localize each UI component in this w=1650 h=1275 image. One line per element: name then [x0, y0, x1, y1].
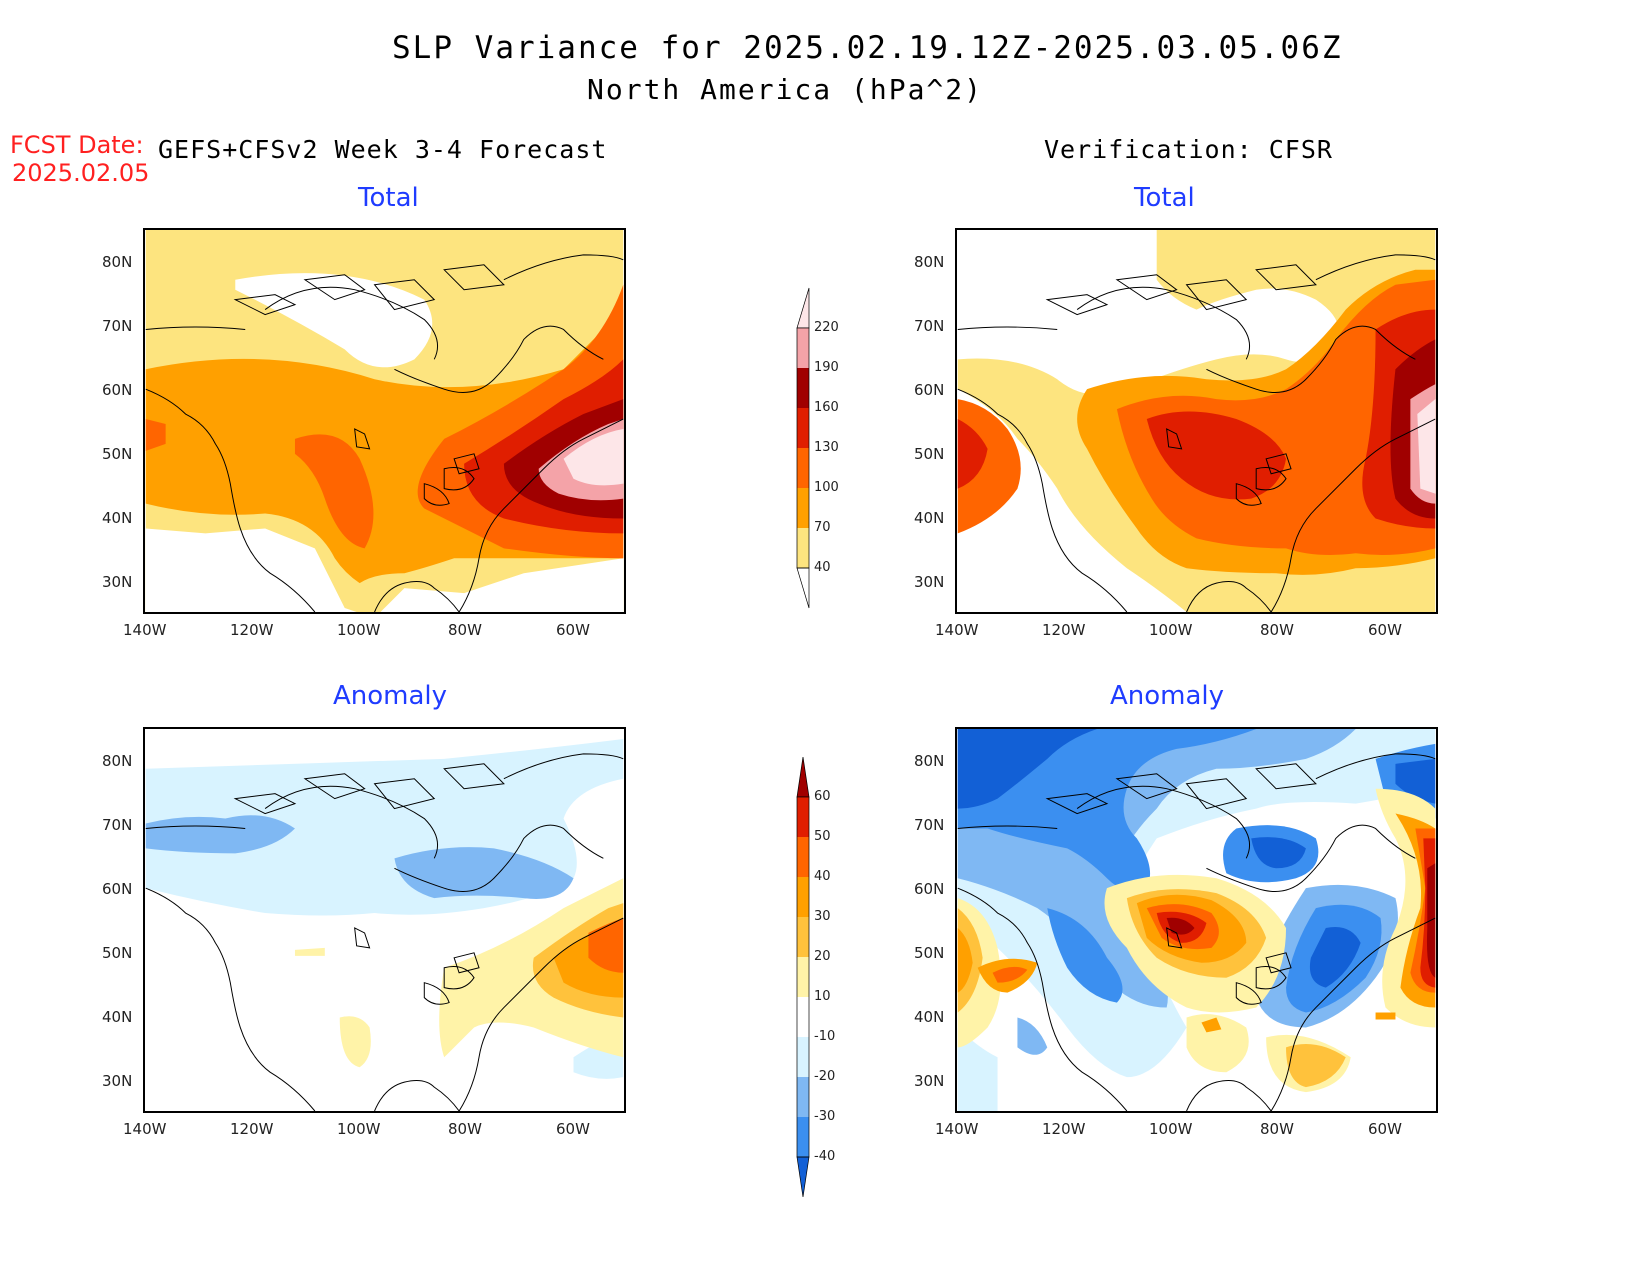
chart-title: SLP Variance for 2025.02.19.12Z-2025.03.… [392, 30, 1343, 66]
lon-tick: 120W [1042, 1120, 1086, 1138]
lat-tick: 60N [102, 381, 133, 399]
lon-tick: 100W [1149, 1120, 1193, 1138]
lon-tick: 60W [556, 1120, 590, 1138]
colorbar-anomaly-swatch [797, 797, 809, 837]
colorbar-anomaly-swatch [797, 1117, 809, 1157]
lat-tick: 70N [102, 816, 133, 834]
lon-tick: 100W [1149, 621, 1193, 639]
colorbar-label: 20 [814, 949, 831, 964]
right-column-heading: Verification: CFSR [1044, 135, 1333, 164]
lat-tick: 30N [102, 1072, 133, 1090]
colorbar-label: 220 [814, 320, 839, 335]
colorbar-anomaly-top-cap [796, 757, 810, 798]
colorbar-total-swatch [797, 448, 809, 488]
map-forecast-total [143, 228, 626, 614]
lon-tick: 60W [556, 621, 590, 639]
lat-tick: 60N [914, 381, 945, 399]
lon-tick: 100W [337, 621, 381, 639]
colorbar-total-swatch [797, 328, 809, 368]
lat-tick: 40N [914, 509, 945, 527]
colorbar-anomaly-swatch [797, 957, 809, 997]
colorbar-label: -10 [814, 1029, 836, 1044]
colorbar-label: 40 [814, 869, 831, 884]
lon-tick: 80W [448, 1120, 482, 1138]
panel-title-verif-anomaly: Anomaly [1110, 681, 1225, 711]
lon-tick: 80W [448, 621, 482, 639]
lat-tick: 80N [102, 752, 133, 770]
lat-tick: 50N [102, 944, 133, 962]
colorbar-anomaly-bottom-cap [796, 1156, 810, 1198]
fcst-date-value: 2025.02.05 [12, 159, 150, 187]
lon-tick: 140W [123, 1120, 167, 1138]
lat-tick: 80N [914, 752, 945, 770]
lon-tick: 120W [230, 621, 274, 639]
lon-tick: 120W [1042, 621, 1086, 639]
colorbar-label: 50 [814, 829, 831, 844]
lat-tick: 30N [914, 1072, 945, 1090]
map-verification-total [955, 228, 1438, 614]
lon-tick: 140W [935, 1120, 979, 1138]
lat-tick: 50N [914, 445, 945, 463]
lat-tick: 60N [102, 880, 133, 898]
panel-title-verif-total: Total [1134, 183, 1195, 213]
lat-tick: 70N [914, 317, 945, 335]
colorbar-anomaly-swatch [797, 917, 809, 957]
map-forecast-anomaly [143, 727, 626, 1113]
colorbar-total-swatch [797, 488, 809, 528]
lat-tick: 80N [914, 253, 945, 271]
colorbar-total-swatch [797, 368, 809, 408]
lat-tick: 40N [914, 1008, 945, 1026]
colorbar-label: 60 [814, 789, 831, 804]
colorbar-anomaly-swatch [797, 997, 809, 1037]
colorbar-label: 70 [814, 520, 831, 535]
colorbar-total-top-cap [796, 287, 810, 329]
lon-tick: 140W [935, 621, 979, 639]
colorbar-label: 130 [814, 440, 839, 455]
lon-tick: 80W [1260, 1120, 1294, 1138]
colorbar-label: 190 [814, 360, 839, 375]
colorbar-total-bottom-cap [796, 567, 810, 609]
lat-tick: 40N [102, 509, 133, 527]
fcst-date-label: FCST Date: [10, 131, 144, 159]
colorbar-anomaly-swatch [797, 877, 809, 917]
colorbar-anomaly [796, 757, 810, 1198]
panel-title-fcst-anomaly: Anomaly [333, 681, 448, 711]
colorbar-label: 40 [814, 560, 831, 575]
lat-tick: 40N [102, 1008, 133, 1026]
lon-tick: 60W [1368, 621, 1402, 639]
colorbar-label: -30 [814, 1109, 836, 1124]
colorbar-label: -40 [814, 1149, 836, 1164]
colorbar-total-swatch [797, 408, 809, 448]
colorbar-label: 30 [814, 909, 831, 924]
map-verification-anomaly [955, 727, 1438, 1113]
lat-tick: 70N [102, 317, 133, 335]
colorbar-anomaly-swatch [797, 1037, 809, 1077]
lon-tick: 60W [1368, 1120, 1402, 1138]
lat-tick: 30N [102, 573, 133, 591]
lon-tick: 120W [230, 1120, 274, 1138]
lat-tick: 50N [914, 944, 945, 962]
left-column-heading: GEFS+CFSv2 Week 3-4 Forecast [158, 135, 608, 164]
colorbar-total [796, 287, 810, 609]
lat-tick: 60N [914, 880, 945, 898]
lat-tick: 80N [102, 253, 133, 271]
lon-tick: 100W [337, 1120, 381, 1138]
colorbar-label: 160 [814, 400, 839, 415]
lat-tick: 50N [102, 445, 133, 463]
colorbar-label: 10 [814, 989, 831, 1004]
lon-tick: 140W [123, 621, 167, 639]
colorbar-anomaly-swatch [797, 837, 809, 877]
chart-subtitle: North America (hPa^2) [587, 73, 984, 106]
colorbar-total-swatch [797, 528, 809, 568]
colorbar-anomaly-swatch [797, 1077, 809, 1117]
lat-tick: 70N [914, 816, 945, 834]
lat-tick: 30N [914, 573, 945, 591]
lon-tick: 80W [1260, 621, 1294, 639]
colorbar-label: -20 [814, 1069, 836, 1084]
panel-title-fcst-total: Total [358, 183, 419, 213]
colorbar-label: 100 [814, 480, 839, 495]
